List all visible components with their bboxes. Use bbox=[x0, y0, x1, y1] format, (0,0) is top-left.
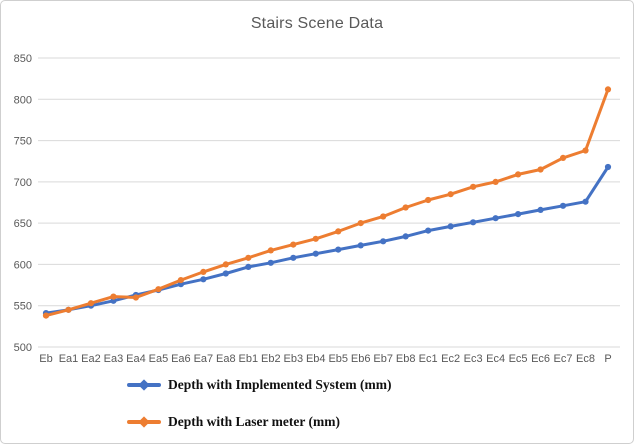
svg-text:Ec6: Ec6 bbox=[531, 353, 550, 365]
svg-text:Ea5: Ea5 bbox=[149, 353, 169, 365]
svg-text:700: 700 bbox=[14, 177, 32, 189]
svg-text:650: 650 bbox=[14, 218, 32, 230]
svg-text:Ea2: Ea2 bbox=[81, 353, 101, 365]
svg-text:Eb1: Eb1 bbox=[239, 353, 259, 365]
svg-text:Ea8: Ea8 bbox=[216, 353, 236, 365]
svg-text:Ec3: Ec3 bbox=[464, 353, 483, 365]
svg-text:550: 550 bbox=[14, 301, 32, 313]
svg-text:800: 800 bbox=[14, 94, 32, 106]
chart-legend: Depth with Implemented System (mm) Depth… bbox=[127, 374, 391, 432]
svg-text:Ec8: Ec8 bbox=[576, 353, 595, 365]
svg-text:Eb6: Eb6 bbox=[351, 353, 371, 365]
svg-text:Ea1: Ea1 bbox=[59, 353, 79, 365]
chart-title: Stairs Scene Data bbox=[250, 15, 384, 32]
svg-text:750: 750 bbox=[14, 136, 32, 148]
svg-text:Ea3: Ea3 bbox=[104, 353, 124, 365]
svg-text:Eb4: Eb4 bbox=[306, 353, 326, 365]
svg-text:Ec1: Ec1 bbox=[419, 353, 438, 365]
svg-text:Ec2: Ec2 bbox=[441, 353, 460, 365]
svg-text:P: P bbox=[604, 353, 611, 365]
legend-label-laser-meter: Depth with Laser meter (mm) bbox=[168, 413, 340, 429]
svg-text:Eb3: Eb3 bbox=[283, 353, 303, 365]
svg-text:Eb8: Eb8 bbox=[396, 353, 416, 365]
legend-label-implemented-system: Depth with Implemented System (mm) bbox=[168, 376, 392, 392]
svg-text:Ec7: Ec7 bbox=[554, 353, 573, 365]
svg-text:Ea7: Ea7 bbox=[194, 353, 214, 365]
svg-text:Ec5: Ec5 bbox=[509, 353, 528, 365]
svg-text:Ea4: Ea4 bbox=[126, 353, 146, 365]
svg-text:Ea6: Ea6 bbox=[171, 353, 191, 365]
svg-text:Eb: Eb bbox=[39, 353, 52, 365]
svg-text:500: 500 bbox=[14, 342, 32, 354]
svg-text:Eb7: Eb7 bbox=[373, 353, 393, 365]
legend-line-marker-icon bbox=[127, 411, 161, 432]
svg-text:850: 850 bbox=[14, 53, 32, 65]
legend-item-laser-meter: Depth with Laser meter (mm) bbox=[127, 411, 391, 432]
legend-line-marker-icon bbox=[127, 374, 161, 395]
legend-item-implemented-system: Depth with Implemented System (mm) bbox=[127, 374, 391, 395]
svg-text:Ec4: Ec4 bbox=[486, 353, 505, 365]
svg-text:600: 600 bbox=[14, 259, 32, 271]
svg-text:Eb5: Eb5 bbox=[328, 353, 348, 365]
svg-text:Eb2: Eb2 bbox=[261, 353, 281, 365]
